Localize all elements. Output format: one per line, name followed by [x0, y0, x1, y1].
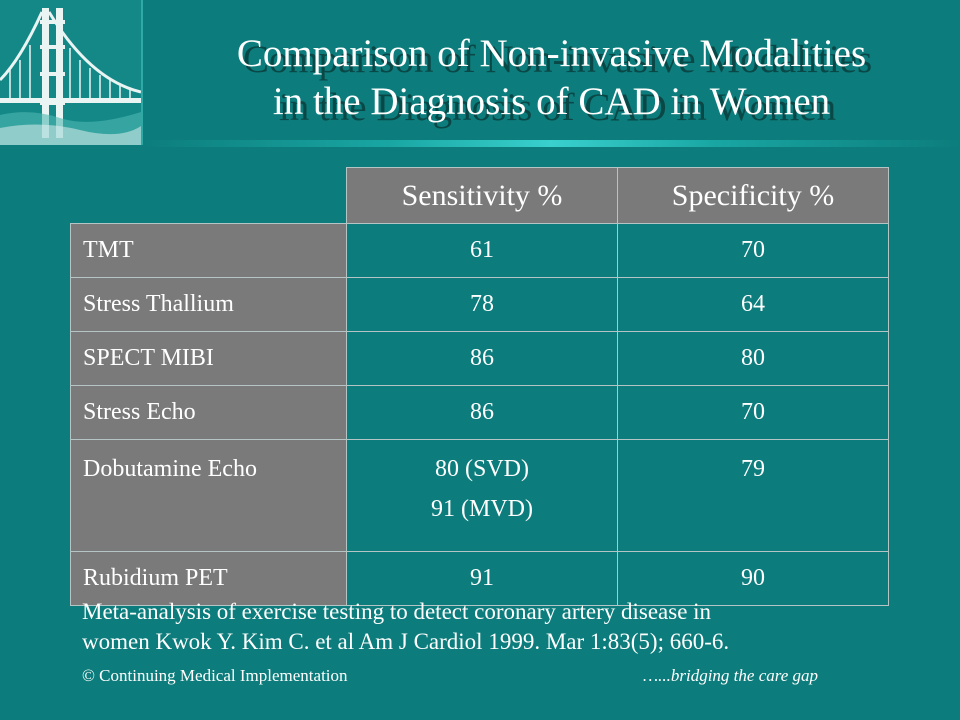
title-line-2: in the Diagnosis of CAD in Women in the … — [143, 78, 960, 129]
slide-title: Comparison of Non-invasive Modalities Co… — [143, 30, 960, 129]
table-row: Stress Thallium 78 64 — [70, 277, 889, 332]
row-label: Dobutamine Echo — [70, 439, 347, 552]
sensitivity-value-mvd: 91 (MVD) — [431, 496, 533, 522]
table-row: TMT 61 70 — [70, 223, 889, 278]
footer-copyright: © Continuing Medical Implementation — [82, 666, 348, 685]
specificity-value: 90 — [617, 551, 889, 606]
row-label: Stress Thallium — [70, 277, 347, 332]
logo-panel — [0, 0, 143, 145]
sensitivity-value: 61 — [346, 223, 618, 278]
row-label: Rubidium PET — [70, 551, 347, 606]
specificity-value: 64 — [617, 277, 889, 332]
specificity-value: 70 — [617, 223, 889, 278]
table-row: SPECT MIBI 86 80 — [70, 331, 889, 386]
comparison-table: Sensitivity % Specificity % TMT 61 70 St… — [70, 167, 889, 606]
citation-line-2: women Kwok Y. Kim C. et al Am J Cardiol … — [82, 629, 730, 654]
sensitivity-value: 78 — [346, 277, 618, 332]
header-specificity: Specificity % — [617, 167, 889, 224]
specificity-value: 79 — [617, 439, 889, 552]
row-label: Stress Echo — [70, 385, 347, 440]
title-line-2-shadow: in the Diagnosis of CAD in Women — [278, 86, 837, 129]
sensitivity-value: 80 (SVD) 91 (MVD) — [346, 439, 618, 552]
citation-line-1: Meta-analysis of exercise testing to det… — [82, 599, 712, 624]
table-header-row: Sensitivity % Specificity % — [71, 167, 889, 224]
title-line-1-shadow: Comparison of Non-invasive Modalities — [242, 38, 873, 81]
title-line-2-text: in the Diagnosis of CAD in Women — [272, 80, 831, 123]
title-underline-bar — [143, 140, 960, 147]
header-blank-cell — [71, 168, 347, 224]
row-label: TMT — [70, 223, 347, 278]
footer-tagline: …...bridging the care gap — [643, 666, 819, 685]
specificity-value: 80 — [617, 331, 889, 386]
sensitivity-value: 91 — [346, 551, 618, 606]
golden-gate-bridge-icon — [0, 0, 141, 145]
table-row: Rubidium PET 91 90 — [70, 551, 889, 606]
sensitivity-value: 86 — [346, 331, 618, 386]
sensitivity-value: 86 — [346, 385, 618, 440]
specificity-value: 70 — [617, 385, 889, 440]
row-label: SPECT MIBI — [70, 331, 347, 386]
citation: Meta-analysis of exercise testing to det… — [82, 597, 902, 657]
title-line-1: Comparison of Non-invasive Modalities Co… — [143, 30, 960, 81]
title-line-1-text: Comparison of Non-invasive Modalities — [236, 32, 867, 75]
table-row: Dobutamine Echo 80 (SVD) 91 (MVD) 79 — [70, 439, 889, 552]
table-row: Stress Echo 86 70 — [70, 385, 889, 440]
sensitivity-value-svd: 80 (SVD) — [435, 456, 529, 482]
header-sensitivity: Sensitivity % — [346, 167, 618, 224]
